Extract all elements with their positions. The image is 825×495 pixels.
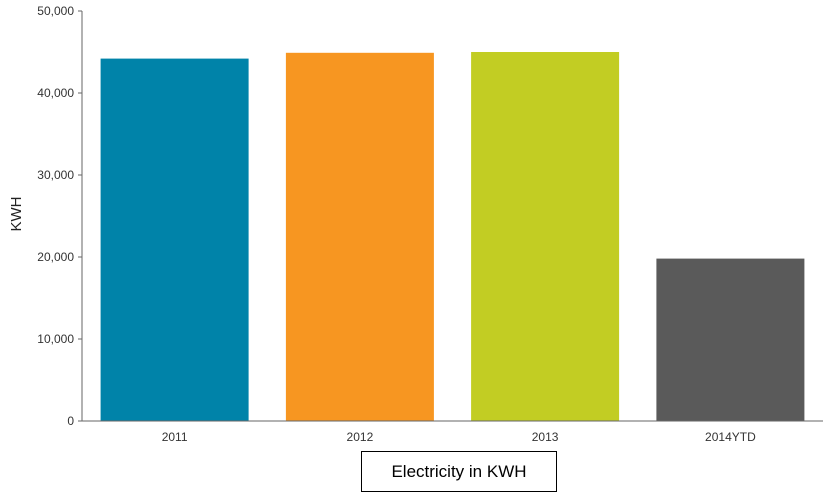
y-tick-label: 20,000 (37, 250, 74, 264)
y-axis: 0 10,000 20,000 30,000 40,000 50,000 (37, 4, 83, 428)
y-tick-label: 10,000 (37, 332, 74, 346)
y-tick-label: 30,000 (37, 168, 74, 182)
y-tick-label: 40,000 (37, 86, 74, 100)
x-tick-label: 2011 (162, 430, 188, 444)
x-tick-label: 2012 (347, 430, 374, 444)
y-axis-title: KWH (8, 197, 25, 232)
bar-2014ytd (656, 258, 805, 421)
bar-2011 (100, 58, 249, 421)
x-tick-label: 2013 (532, 430, 559, 444)
bars (100, 52, 805, 422)
y-tick-label: 0 (67, 414, 74, 428)
x-tick-label: 2014YTD (705, 430, 756, 444)
chart-caption: Electricity in KWH (361, 451, 557, 492)
bar-2012 (285, 52, 434, 422)
y-tick-label: 50,000 (37, 4, 74, 18)
bar-2013 (471, 52, 620, 421)
x-axis: 2011 2012 2013 2014YTD (82, 420, 823, 444)
